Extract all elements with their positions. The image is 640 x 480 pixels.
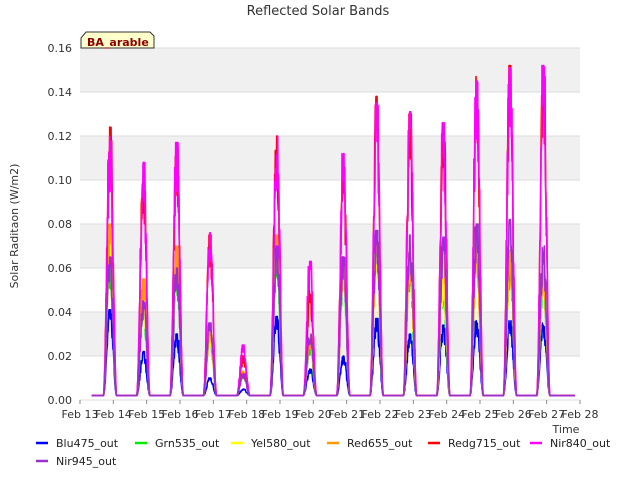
- y-tick-label: 0.10: [48, 174, 73, 187]
- legend: Blu475_out Grn535_out Yel580_out Red655_out…: [36, 437, 611, 468]
- grid-band: [80, 136, 580, 180]
- x-tick-label: Feb 25: [462, 408, 499, 421]
- legend-label-Red655_out: Red655_out: [347, 437, 413, 450]
- x-tick-label: Feb 16: [162, 408, 199, 421]
- legend-label-Nir840_out: Nir840_out: [550, 437, 611, 450]
- x-tick-label: Feb 26: [495, 408, 532, 421]
- y-axis-ticks: 0.00 0.02 0.04 0.06 0.08 0.10 0.12 0.14 0.16: [48, 42, 73, 407]
- x-tick-label: Feb 19: [262, 408, 299, 421]
- gridlines: [80, 47, 580, 401]
- legend-label-Grn535_out: Grn535_out: [155, 437, 220, 450]
- y-tick-label: 0.06: [48, 262, 73, 275]
- x-tick-label: Feb 13: [62, 408, 99, 421]
- x-tick-label: Feb 15: [128, 408, 165, 421]
- grid-band: [80, 48, 580, 92]
- x-tick-label: Feb 24: [428, 408, 465, 421]
- y-tick-label: 0.14: [48, 86, 73, 99]
- y-tick-label: 0.16: [48, 42, 73, 55]
- y-tick-label: 0.00: [48, 394, 73, 407]
- grid-band: [80, 312, 580, 356]
- x-tick-label: Feb 23: [395, 408, 432, 421]
- y-tick-label: 0.02: [48, 350, 73, 363]
- x-axis-title: Time: [552, 423, 580, 436]
- x-tick-label: Feb 18: [228, 408, 265, 421]
- x-tick-label: Feb 21: [328, 408, 365, 421]
- y-axis-title: Solar Raditaon (W/m2): [8, 164, 21, 289]
- x-tick-label: Feb 17: [195, 408, 232, 421]
- series-lines: [91, 64, 576, 397]
- chart-title: Reflected Solar Bands: [247, 4, 390, 19]
- legend-label-Redg715_out: Redg715_out: [448, 437, 521, 450]
- site-label-box: BA_arable: [80, 31, 155, 49]
- y-tick-label: 0.12: [48, 130, 73, 143]
- grid-band: [80, 224, 580, 268]
- x-tick-label: Feb 28: [562, 408, 599, 421]
- x-tick-label: Feb 14: [95, 408, 132, 421]
- legend-label-Nir945_out: Nir945_out: [56, 455, 117, 468]
- site-label: BA_arable: [87, 36, 149, 49]
- series-line-Nir945_out: [91, 218, 576, 397]
- y-tick-label: 0.08: [48, 218, 73, 231]
- x-tick-label: Feb 27: [528, 408, 565, 421]
- x-tick-label: Feb 20: [295, 408, 332, 421]
- x-tick-label: Feb 22: [362, 408, 399, 421]
- legend-label-Yel580_out: Yel580_out: [250, 437, 311, 450]
- legend-label-Blu475_out: Blu475_out: [56, 437, 119, 450]
- y-tick-label: 0.04: [48, 306, 73, 319]
